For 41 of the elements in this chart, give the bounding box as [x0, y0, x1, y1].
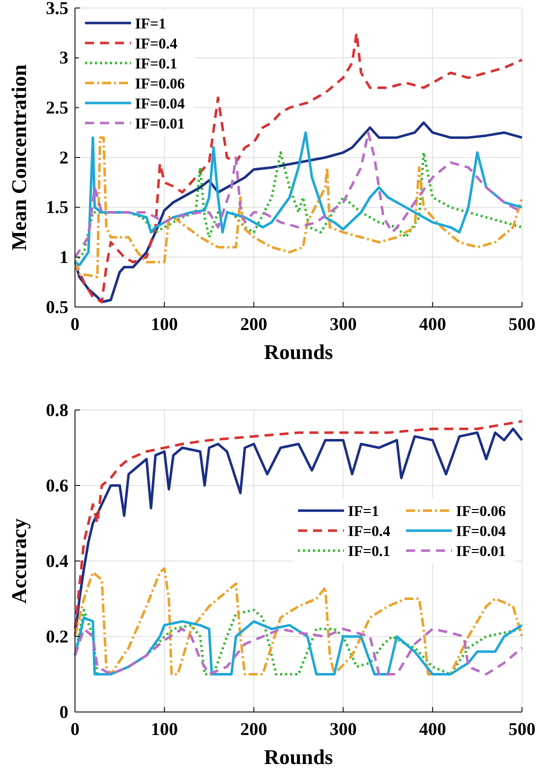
- y-tick-label: 0.4: [46, 550, 68, 571]
- legend-label: IF=0.4: [348, 524, 391, 540]
- legend-label: IF=1: [135, 16, 166, 32]
- legend-label: IF=0.04: [135, 96, 186, 112]
- x-tick-label: 200: [240, 718, 268, 739]
- y-tick-label: 2.5: [46, 97, 68, 118]
- y-tick-label: 1: [59, 246, 68, 267]
- legend-label: IF=0.01: [456, 544, 506, 560]
- x-axis-title: Rounds: [264, 745, 333, 769]
- y-tick-label: 0.5: [46, 296, 68, 317]
- x-tick-label: 500: [508, 718, 536, 739]
- y-tick-label: 0.2: [46, 626, 68, 646]
- x-tick-label: 300: [330, 718, 357, 739]
- x-tick-label: 300: [330, 314, 357, 334]
- y-tick-label: 3: [59, 48, 68, 68]
- legend-label: IF=0.1: [135, 56, 178, 72]
- line-series: [74, 151, 524, 264]
- x-tick-label: 500: [508, 314, 536, 334]
- y-tick-label: 0.8: [46, 400, 68, 420]
- y-tick-label: 1.5: [46, 197, 68, 218]
- legend-label: IF=0.1: [348, 544, 390, 560]
- x-axis-title: Rounds: [264, 340, 333, 364]
- legend-label: IF=0.4: [135, 36, 178, 52]
- y-tick-label: 0.6: [46, 475, 68, 496]
- y-tick-label: 3.5: [46, 0, 68, 18]
- legend-label: IF=0.06: [456, 504, 506, 520]
- legend-label: IF=0.01: [135, 116, 185, 132]
- x-tick-label: 400: [419, 718, 446, 739]
- y-tick-label: 2: [59, 147, 68, 168]
- x-tick-label: 100: [150, 314, 178, 334]
- y-tick-label: 0: [59, 702, 68, 722]
- y-axis-title: Mean Concentration: [7, 64, 31, 251]
- legend-label: IF=0.06: [135, 76, 186, 92]
- legend-label: IF=0.04: [456, 524, 506, 540]
- y-axis-title: Accuracy: [7, 518, 31, 604]
- x-tick-label: 200: [240, 314, 268, 334]
- x-tick-label: 400: [419, 314, 446, 334]
- line-series: [74, 628, 524, 676]
- x-tick-label: 100: [150, 718, 178, 739]
- legend-label: IF=1: [348, 504, 380, 520]
- line-series: [74, 567, 524, 676]
